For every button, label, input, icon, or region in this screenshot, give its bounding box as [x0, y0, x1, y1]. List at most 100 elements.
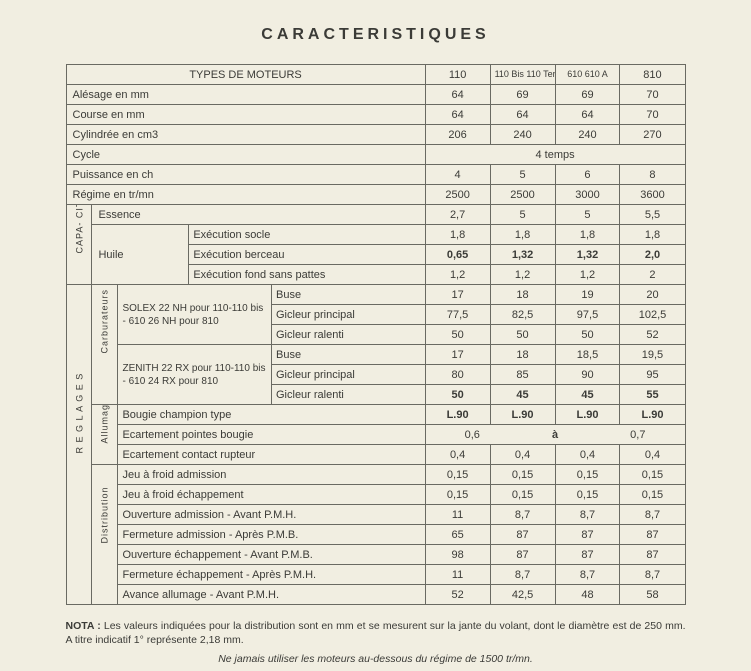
- nota-paragraph: NOTA : Les valeurs indiquées pour la dis…: [66, 619, 686, 647]
- row-bougie-label: Bougie champion type: [118, 405, 425, 425]
- nota-text: Les valeurs indiquées pour la distributi…: [66, 620, 686, 646]
- cell: 0,15: [555, 465, 620, 485]
- cell: 18: [490, 285, 555, 305]
- cell: 1,8: [425, 225, 490, 245]
- cell: 52: [620, 325, 685, 345]
- cell: 2: [620, 265, 685, 285]
- cell: 85: [490, 365, 555, 385]
- cell: 8,7: [555, 565, 620, 585]
- row-zenith-buse-label: Buse: [272, 345, 426, 365]
- cell: 0,15: [490, 465, 555, 485]
- side-capacites: CAPA- CITES en litres: [66, 205, 92, 285]
- cell: 1,8: [555, 225, 620, 245]
- cell: 18: [490, 345, 555, 365]
- cell: 1,8: [620, 225, 685, 245]
- row-course-label: Course en mm: [66, 105, 425, 125]
- cell: 2500: [490, 185, 555, 205]
- row-huile-socle-label: Exécution socle: [189, 225, 425, 245]
- row-jfe-label: Jeu à froid échappement: [118, 485, 425, 505]
- cell: 0,4: [425, 445, 490, 465]
- cell: 95: [620, 365, 685, 385]
- cell: 87: [555, 525, 620, 545]
- row-huile-label: Huile: [92, 225, 189, 285]
- cell: 0,15: [620, 485, 685, 505]
- cell-ecartb: 0,6à0,7: [425, 425, 685, 445]
- cell: 6: [555, 165, 620, 185]
- cell: 4: [425, 165, 490, 185]
- row-oa-label: Ouverture admission - Avant P.M.H.: [118, 505, 425, 525]
- cell: 8,7: [620, 565, 685, 585]
- side-distribution: Distribution: [92, 465, 118, 605]
- cell: 8,7: [620, 505, 685, 525]
- cell: 0,4: [490, 445, 555, 465]
- row-ecartb-label: Ecartement pointes bougie: [118, 425, 425, 445]
- row-zenith-label: ZENITH 22 RX pour 110-110 bis - 610 24 R…: [118, 345, 272, 405]
- cell: 82,5: [490, 305, 555, 325]
- cell: 1,2: [555, 265, 620, 285]
- cell: L.90: [555, 405, 620, 425]
- cell-cycle: 4 temps: [425, 145, 685, 165]
- cell: 64: [425, 85, 490, 105]
- cell: 5: [490, 165, 555, 185]
- cell: 270: [620, 125, 685, 145]
- cell: 50: [490, 325, 555, 345]
- cell: 1,8: [490, 225, 555, 245]
- cell: 0,4: [555, 445, 620, 465]
- cell: 58: [620, 585, 685, 605]
- cell: 5: [555, 205, 620, 225]
- cell: 0,15: [425, 485, 490, 505]
- header-col-110: 110: [425, 65, 490, 85]
- cell: 0,15: [555, 485, 620, 505]
- cell: 70: [620, 85, 685, 105]
- row-fa-label: Fermeture admission - Après P.M.B.: [118, 525, 425, 545]
- cell: 1,2: [490, 265, 555, 285]
- cell: 2,7: [425, 205, 490, 225]
- cell: 0,65: [425, 245, 490, 265]
- cell: 20: [620, 285, 685, 305]
- header-col-610: 610 610 A: [555, 65, 620, 85]
- cell: 52: [425, 585, 490, 605]
- cell: 5: [490, 205, 555, 225]
- side-reglages: R E G L A G E S: [66, 285, 92, 605]
- cell: 64: [555, 105, 620, 125]
- cell: 50: [425, 385, 490, 405]
- cell: 69: [555, 85, 620, 105]
- row-regime-label: Régime en tr/mn: [66, 185, 425, 205]
- cell: 48: [555, 585, 620, 605]
- cell: 8,7: [490, 505, 555, 525]
- row-zenith-gp-label: Gicleur principal: [272, 365, 426, 385]
- header-types: TYPES DE MOTEURS: [66, 65, 425, 85]
- cell: 87: [490, 525, 555, 545]
- side-allumage: Allumage: [92, 405, 118, 465]
- cell: 5,5: [620, 205, 685, 225]
- cell: 0,15: [620, 465, 685, 485]
- row-ecartc-label: Ecartement contact rupteur: [118, 445, 425, 465]
- cell: 19: [555, 285, 620, 305]
- row-solex-gr-label: Gicleur ralenti: [272, 325, 426, 345]
- cell: 8: [620, 165, 685, 185]
- row-huile-berceau-label: Exécution berceau: [189, 245, 425, 265]
- cell: 1,32: [490, 245, 555, 265]
- cell: 8,7: [555, 505, 620, 525]
- cell: 17: [425, 285, 490, 305]
- cell: 97,5: [555, 305, 620, 325]
- cell: 64: [490, 105, 555, 125]
- cell: 90: [555, 365, 620, 385]
- cell: 65: [425, 525, 490, 545]
- cell: 80: [425, 365, 490, 385]
- row-essence-label: Essence: [92, 205, 425, 225]
- cell: 102,5: [620, 305, 685, 325]
- row-puissance-label: Puissance en ch: [66, 165, 425, 185]
- cell: 0,15: [425, 465, 490, 485]
- cell: 1,32: [555, 245, 620, 265]
- row-zenith-gr-label: Gicleur ralenti: [272, 385, 426, 405]
- cell: 87: [620, 545, 685, 565]
- row-solex-gp-label: Gicleur principal: [272, 305, 426, 325]
- cell: 240: [555, 125, 620, 145]
- cell: 2,0: [620, 245, 685, 265]
- row-cycle-label: Cycle: [66, 145, 425, 165]
- cell: 0,15: [490, 485, 555, 505]
- cell: L.90: [425, 405, 490, 425]
- row-cylindree-label: Cylindrée en cm3: [66, 125, 425, 145]
- cell: 50: [425, 325, 490, 345]
